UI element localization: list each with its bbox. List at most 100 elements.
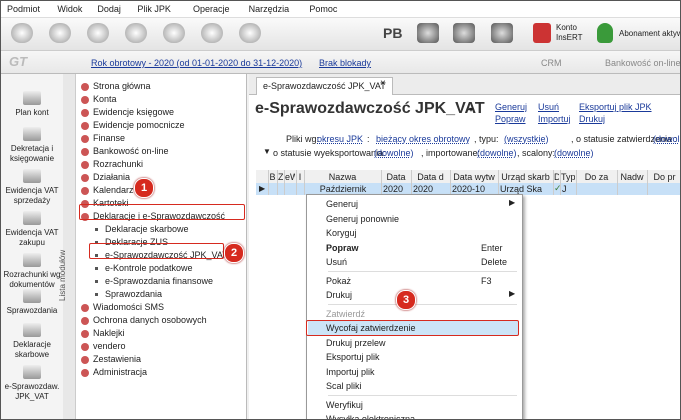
toolbar-icon: [87, 23, 109, 43]
tree-item[interactable]: Wiadomości SMS: [93, 302, 165, 312]
tree-item[interactable]: Strona główna: [93, 81, 151, 91]
column-header: I: [298, 172, 302, 182]
tree-item[interactable]: Ewidencje księgowe: [93, 107, 175, 117]
bank-online: Bankowość on-line: [605, 58, 681, 68]
column-header: eW: [285, 172, 295, 182]
toolbar: [1, 18, 680, 51]
menu-item[interactable]: Drukuj: [326, 290, 353, 300]
tree-item[interactable]: vendero: [93, 341, 126, 351]
menu-item[interactable]: Zatwierdź: [326, 308, 366, 319]
action-link[interactable]: Popraw: [495, 114, 526, 124]
tree-panel: [76, 74, 247, 419]
menu-item[interactable]: Plik JPK: [137, 4, 171, 14]
tree-subitem[interactable]: Deklaracje ZUS: [105, 237, 169, 247]
module-icon: [23, 365, 41, 379]
filter[interactable]: (dowolne): [554, 148, 594, 158]
menu-item[interactable]: Importuj plik: [326, 366, 375, 377]
tree-item[interactable]: Naklejki: [93, 328, 125, 338]
column-header: Urząd skarb: [501, 172, 550, 182]
action-link[interactable]: Generuj: [495, 102, 528, 112]
crm: CRM: [541, 58, 562, 68]
toolbar-icon: [125, 23, 147, 43]
filter[interactable]: (dowolne): [477, 148, 517, 158]
tree-item[interactable]: Kartoteki: [93, 198, 129, 208]
menu-item[interactable]: Pomoc: [309, 4, 338, 14]
action-link[interactable]: Usuń: [538, 102, 560, 112]
filter[interactable]: okresu JPK: [317, 134, 364, 144]
tree-icon: [81, 330, 89, 338]
cell: Urząd Ska: [500, 184, 543, 194]
toolbar-icon: [49, 23, 71, 43]
tree-subitem[interactable]: e-Sprawozdawczość JPK_VAT: [105, 250, 228, 260]
filter: , importowane:: [421, 148, 481, 158]
module-label[interactable]: dokumentów: [9, 280, 55, 289]
tree-subitem[interactable]: e-Sprawozdania finansowe: [105, 276, 214, 286]
tree-subitem[interactable]: Deklaracje skarbowe: [105, 224, 189, 234]
filter[interactable]: bieżący okres obrotowy: [376, 134, 471, 144]
menu-item[interactable]: Operacje: [193, 4, 230, 14]
module-label[interactable]: Sprawozdania: [6, 306, 58, 315]
menu-item[interactable]: Podmiot: [7, 4, 41, 14]
module-label[interactable]: Deklaracje: [13, 340, 51, 349]
filter-toggle: ▼: [263, 147, 271, 156]
menu-item[interactable]: Pokaż: [326, 275, 352, 286]
tree-item[interactable]: Ewidencje pomocnicze: [93, 120, 185, 130]
menu-item[interactable]: Generuj: [326, 199, 359, 209]
logo: GT: [9, 54, 28, 69]
module-label[interactable]: Rozrachunki wg: [3, 270, 61, 279]
menu-item[interactable]: Wysyłka elektroniczna: [326, 414, 415, 420]
tree-item[interactable]: Administracja: [93, 367, 148, 377]
module-label[interactable]: zakupu: [19, 238, 45, 247]
menu-item[interactable]: Weryfikuj: [326, 399, 363, 410]
tree-item[interactable]: Rozrachunki: [93, 159, 144, 169]
tree-item[interactable]: Działania: [93, 172, 131, 182]
filter[interactable]: (wszystkie): [504, 134, 549, 144]
tree-item[interactable]: Konta: [93, 94, 117, 104]
filter[interactable]: (dowol: [653, 134, 680, 144]
tree-icon: [81, 135, 89, 143]
module-icon: [23, 169, 41, 183]
toolbar-icon: [239, 23, 261, 43]
lock-status: Brak blokady: [319, 58, 372, 68]
menu-item[interactable]: Usuń: [326, 257, 348, 267]
menu-item[interactable]: Drukuj przelew: [326, 337, 386, 348]
tree-item[interactable]: Kalendarz: [93, 185, 134, 195]
menu-item[interactable]: Koryguj: [326, 228, 357, 238]
column-divider: [450, 170, 451, 195]
tree-item[interactable]: Bankowość on-line: [93, 146, 169, 156]
module-label[interactable]: sprzedaży: [13, 196, 51, 205]
side-label: Lista modułów: [58, 249, 67, 301]
menu-item[interactable]: Dodaj: [97, 4, 121, 14]
filter: :: [367, 134, 370, 144]
menu-item[interactable]: Widok: [57, 4, 83, 14]
module-label[interactable]: skarbowe: [14, 350, 50, 359]
menu-item[interactable]: Eksportuj plik: [326, 352, 380, 362]
check-icon: ✓: [554, 183, 562, 193]
tree-subitem[interactable]: e-Kontrole podatkowe: [105, 263, 193, 273]
menu-item[interactable]: Wycofaj zatwierdzenie: [326, 323, 416, 333]
action-link[interactable]: Eksportuj plik JPK: [579, 102, 652, 112]
module-label[interactable]: księgowanie: [9, 154, 55, 163]
toolbar-icon: [417, 23, 439, 43]
menu-item[interactable]: Narzędzia: [248, 4, 290, 14]
column-header: Do pr: [653, 172, 676, 182]
tree-item[interactable]: Deklaracje i e-Sprawozdawczość: [93, 211, 226, 221]
action-link[interactable]: Drukuj: [579, 114, 606, 124]
menu-item[interactable]: Generuj ponownie: [326, 213, 400, 224]
side-label-strip: [63, 74, 76, 419]
module-label[interactable]: e-Sprawozdaw.: [4, 382, 60, 391]
module-label[interactable]: Dekretacja i: [10, 144, 54, 153]
action-link[interactable]: Importuj: [538, 114, 571, 124]
module-label[interactable]: Ewidencja VAT: [5, 228, 59, 237]
tree-subitem[interactable]: Sprawozdania: [105, 289, 163, 299]
module-label[interactable]: Plan kont: [15, 108, 49, 117]
tree-item[interactable]: Zestawienia: [93, 354, 142, 364]
tab-bg: [256, 77, 393, 95]
filter[interactable]: (dowolne): [374, 148, 414, 158]
module-label[interactable]: JPK_VAT: [15, 392, 49, 401]
tree-item[interactable]: Finanse: [93, 133, 126, 143]
menu-item[interactable]: Popraw: [326, 242, 359, 253]
tree-item[interactable]: Ochrona danych osobowych: [93, 315, 207, 325]
menu-item[interactable]: Scal pliki: [326, 381, 362, 391]
module-label[interactable]: Ewidencja VAT: [5, 186, 59, 195]
